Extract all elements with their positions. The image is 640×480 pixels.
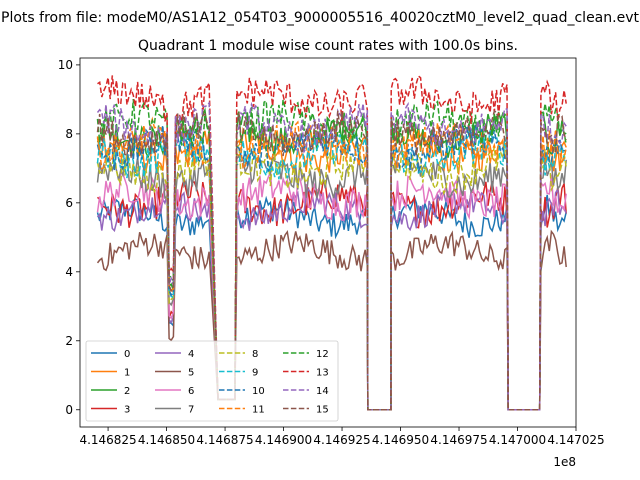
legend-box bbox=[85, 340, 339, 422]
y-tick-label: 8 bbox=[65, 127, 73, 141]
legend-label-4: 4 bbox=[188, 349, 194, 360]
legend-label-5: 5 bbox=[188, 368, 194, 379]
legend-label-7: 7 bbox=[188, 405, 194, 416]
series-line-8 bbox=[96, 143, 567, 411]
figure-suptitle: Plots from file: modeM0/AS1A12_054T03_90… bbox=[1, 10, 639, 26]
legend-label-0: 0 bbox=[124, 349, 130, 360]
x-axis-offset-label: 1e8 bbox=[553, 455, 576, 469]
y-tick-label: 0 bbox=[65, 403, 73, 417]
x-tick-label: 4.146925 bbox=[313, 433, 370, 447]
y-tick-label: 2 bbox=[65, 334, 73, 348]
x-tick-label: 4.146950 bbox=[372, 433, 429, 447]
legend-label-3: 3 bbox=[124, 405, 130, 416]
legend-label-8: 8 bbox=[252, 349, 258, 360]
legend-label-11: 11 bbox=[252, 405, 265, 416]
series-line-11 bbox=[96, 116, 567, 411]
legend-label-9: 9 bbox=[252, 368, 258, 379]
legend-label-12: 12 bbox=[316, 349, 329, 360]
y-axis-ticks: 0 2 4 6 8 10 bbox=[58, 58, 80, 417]
legend-label-13: 13 bbox=[316, 368, 329, 379]
x-tick-label: 4.146850 bbox=[138, 433, 195, 447]
series-line-14 bbox=[96, 101, 567, 411]
legend-label-2: 2 bbox=[124, 386, 130, 397]
legend-label-1: 1 bbox=[124, 368, 130, 379]
legend-label-14: 14 bbox=[316, 386, 329, 397]
series-line-5 bbox=[96, 229, 567, 411]
y-tick-label: 10 bbox=[58, 58, 73, 72]
legend-label-10: 10 bbox=[252, 386, 265, 397]
axes-frame bbox=[79, 57, 577, 428]
x-tick-label: 4.147000 bbox=[489, 433, 546, 447]
legend-label-6: 6 bbox=[188, 386, 194, 397]
legend-label-15: 15 bbox=[316, 405, 329, 416]
series-line-15 bbox=[96, 110, 567, 411]
chart-title: Quadrant 1 module wise count rates with … bbox=[138, 38, 518, 54]
x-tick-label: 4.146825 bbox=[79, 433, 136, 447]
y-tick-label: 6 bbox=[65, 196, 73, 210]
plot-area: 4.146825 4.146850 4.146875 4.146900 4.146925… bbox=[58, 57, 605, 469]
x-tick-label: 4.146900 bbox=[255, 433, 312, 447]
y-tick-label: 4 bbox=[65, 265, 73, 279]
x-tick-label: 4.146975 bbox=[430, 433, 487, 447]
series-layer bbox=[96, 74, 567, 411]
x-tick-label: 4.146875 bbox=[196, 433, 253, 447]
x-tick-label: 4.147025 bbox=[547, 433, 604, 447]
x-axis-ticks: 4.146825 4.146850 4.146875 4.146900 4.146925… bbox=[79, 427, 605, 447]
